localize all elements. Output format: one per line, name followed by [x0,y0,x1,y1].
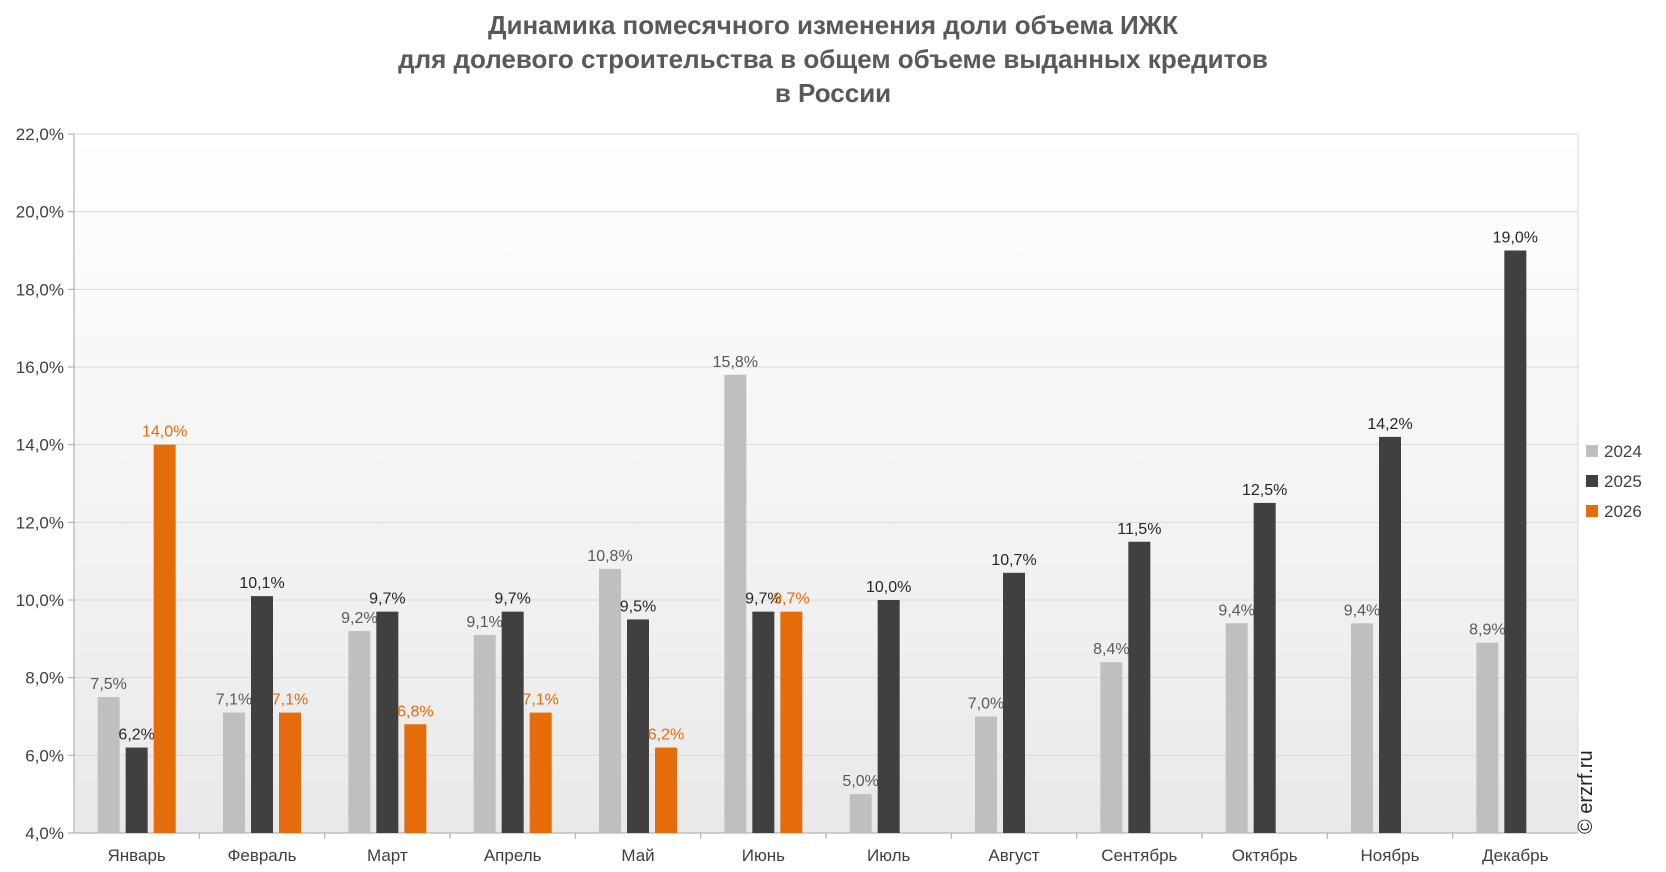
legend-label-2024: 2024 [1604,442,1642,461]
x-category-label: Май [621,846,654,865]
y-tick-label: 8,0% [25,669,64,688]
y-tick-label: 12,0% [16,513,64,532]
bar-2025 [1379,436,1401,833]
bar-2024 [1476,642,1499,833]
y-tick-label: 16,0% [16,358,64,377]
data-label-2024: 9,4% [1344,602,1380,619]
bar-2024 [599,568,621,833]
x-category-label: Апрель [484,846,542,865]
y-tick-label: 14,0% [16,436,64,455]
chart-title-line-3: в России [775,78,891,108]
watermark: © erzrf.ru [1575,750,1597,834]
bar-2025 [501,611,524,833]
x-category-label: Ноябрь [1361,846,1420,865]
bar-2024 [849,794,872,833]
data-label-2024: 7,5% [90,676,126,693]
bar-2026 [529,712,552,833]
legend-swatch-2025 [1586,475,1598,487]
bar-2024 [724,374,747,833]
bar-2024 [975,716,997,833]
legend-label-2025: 2025 [1604,472,1642,491]
bar-2025 [125,747,148,833]
bar-2026 [153,444,176,833]
legend-swatch-2026 [1586,505,1598,517]
data-label-2024: 7,0% [968,696,1004,713]
x-category-label: Июль [867,846,911,865]
x-category-label: Август [988,846,1039,865]
bar-2025 [1128,541,1151,833]
data-label-2025: 19,0% [1493,230,1538,247]
bar-2026 [279,712,301,833]
data-label-2025: 12,5% [1242,482,1287,499]
chart-title-line-2: для долевого строительства в общем объем… [398,44,1268,74]
data-label-2024: 5,0% [842,773,878,790]
x-category-label: Декабрь [1482,846,1548,865]
x-category-label: Октябрь [1232,846,1298,865]
bar-2025 [1253,502,1276,833]
data-label-2024: 7,1% [216,692,252,709]
legend-label-2026: 2026 [1604,502,1642,521]
bar-2026 [780,611,803,833]
data-label-2025: 11,5% [1117,521,1161,538]
data-label-2024: 9,4% [1218,602,1254,619]
chart-title-line-1: Динамика помесячного изменения доли объе… [488,10,1178,40]
data-label-2024: 8,9% [1469,622,1505,639]
bar-2025 [877,600,900,833]
x-category-label: Март [367,846,408,865]
data-label-2026: 6,2% [648,727,684,744]
x-category-label: Январь [108,846,166,865]
data-label-2026: 7,1% [272,692,308,709]
bar-2024 [1351,623,1373,833]
bar-2026 [655,747,677,833]
y-tick-label: 4,0% [25,824,64,843]
plot-background [74,134,1578,833]
data-label-2024: 15,8% [713,354,758,371]
plot-area: 4,0% 6,0% 8,0% 10,0% 12,0% 14,0% 16,0% 18,0% 20,… [16,125,1579,865]
bar-2024 [1225,623,1248,833]
data-label-2024: 9,2% [341,610,377,627]
data-label-2026: 14,0% [142,424,187,441]
x-category-label: Сентябрь [1101,846,1177,865]
chart-title: Динамика помесячного изменения доли объе… [398,10,1268,108]
data-label-2026: 7,1% [522,692,558,709]
data-label-2025: 10,0% [866,579,911,596]
data-label-2025: 10,1% [239,575,284,592]
data-label-2024: 10,8% [587,548,632,565]
data-label-2025: 9,7% [494,591,530,608]
legend-swatch-2024 [1586,445,1598,457]
bar-2026 [404,724,427,833]
data-label-2025: 9,7% [369,591,405,608]
bar-2024 [348,631,371,833]
y-tick-label: 6,0% [25,746,64,765]
bar-2024 [473,634,496,833]
y-tick-label: 10,0% [16,591,64,610]
x-category-label: Июнь [742,846,785,865]
bar-2025 [752,611,775,833]
x-category-label: Февраль [227,846,296,865]
bar-2025 [376,611,399,833]
data-label-2026: 9,7% [773,591,809,608]
y-tick-label: 20,0% [16,203,64,222]
data-label-2025: 9,7% [745,591,781,608]
data-label-2024: 8,4% [1093,641,1129,658]
data-label-2024: 9,1% [466,614,502,631]
bar-2024 [1100,662,1123,833]
bar-2024 [97,697,120,833]
data-label-2025: 9,5% [620,598,656,615]
legend: 2024 2025 2026 [1586,442,1642,521]
bar-2024 [223,712,245,833]
bar-2025 [1003,572,1025,833]
data-label-2026: 6,8% [397,703,433,720]
data-label-2025: 6,2% [118,727,154,744]
bar-2025 [627,619,649,833]
bar-2025 [1504,250,1527,833]
bar-2025 [251,596,273,833]
data-label-2025: 10,7% [991,552,1036,569]
y-tick-label: 18,0% [16,280,64,299]
y-tick-label: 22,0% [16,125,64,144]
data-label-2025: 14,2% [1367,416,1412,433]
